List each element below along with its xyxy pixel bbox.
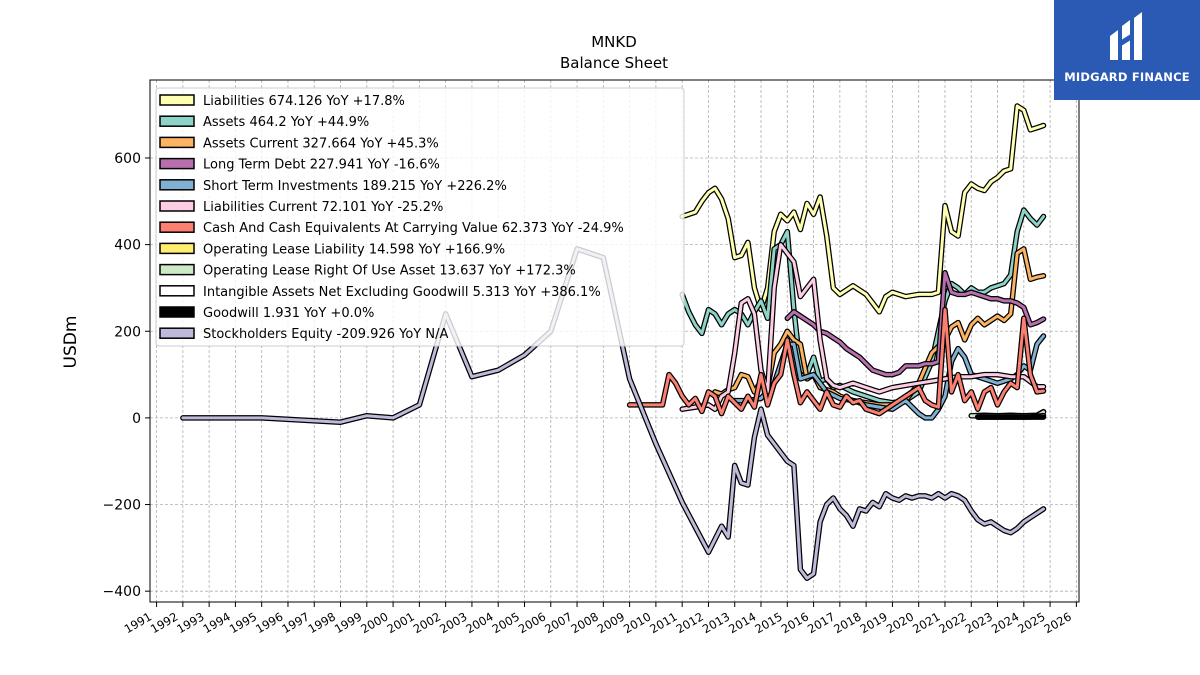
series-line [680, 104, 1045, 314]
legend-label: Goodwill 1.931 YoY +0.0% [203, 306, 374, 321]
legend-label: Operating Lease Liability 14.598 YoY +16… [203, 242, 505, 257]
y-tick-label: −200 [103, 498, 141, 514]
legend-label: Operating Lease Right Of Use Asset 13.63… [203, 264, 576, 279]
logo-text: MIDGARD FINANCE [1064, 70, 1190, 84]
y-tick-label: −400 [103, 584, 141, 600]
series-line [785, 271, 1045, 377]
y-axis-label: USDm [61, 316, 81, 369]
legend-swatch [159, 94, 195, 106]
y-tick-label: 600 [114, 151, 141, 167]
legend-label: Intangible Assets Net Excluding Goodwill… [203, 285, 601, 300]
midgard-logo-icon [1110, 12, 1142, 60]
legend-label: Assets Current 327.664 YoY +45.3% [203, 136, 439, 151]
legend-swatch [159, 179, 195, 191]
legend-swatch [159, 242, 195, 255]
legend-swatch [159, 285, 195, 297]
legend-swatch [159, 157, 195, 170]
chart-title: MNKD [591, 33, 637, 51]
x-tick-label: 2026 [1042, 609, 1074, 636]
legend-label: Long Term Debt 227.941 YoY -16.6% [203, 158, 440, 173]
legend-swatch [159, 306, 195, 318]
series-line [680, 243, 1045, 411]
legend-swatch [159, 115, 195, 127]
legend-box [155, 87, 685, 347]
y-tick-label: 400 [114, 238, 141, 254]
series-line [733, 334, 1045, 420]
legend-label: Stockholders Equity -209.926 YoY N/A [203, 327, 448, 342]
legend-label: Liabilities Current 72.101 YoY -25.2% [203, 200, 443, 215]
legend-label: Cash And Cash Equivalents At Carrying Va… [203, 221, 624, 236]
legend-swatch [159, 263, 195, 276]
legend: Liabilities 674.126 YoY +17.8% Assets 464… [155, 87, 685, 347]
y-tick-label: 200 [114, 324, 141, 340]
chart-subtitle: Balance Sheet [560, 54, 668, 72]
series-line-outline [679, 103, 1047, 315]
legend-swatch [159, 327, 195, 339]
legend-label: Assets 464.2 YoY +44.9% [203, 115, 369, 130]
legend-swatch [159, 221, 195, 233]
plot-frame [149, 79, 1080, 603]
legend-swatch [159, 136, 195, 149]
legend-label: Short Term Investments 189.215 YoY +226.… [203, 179, 507, 194]
series-line [628, 308, 1045, 416]
legend-label: Liabilities 674.126 YoY +17.8% [203, 94, 405, 109]
legend-swatch [159, 200, 195, 212]
y-tick-label: 0 [132, 411, 141, 427]
midgard-finance-logo: MIDGARD FINANCE [1054, 0, 1200, 100]
